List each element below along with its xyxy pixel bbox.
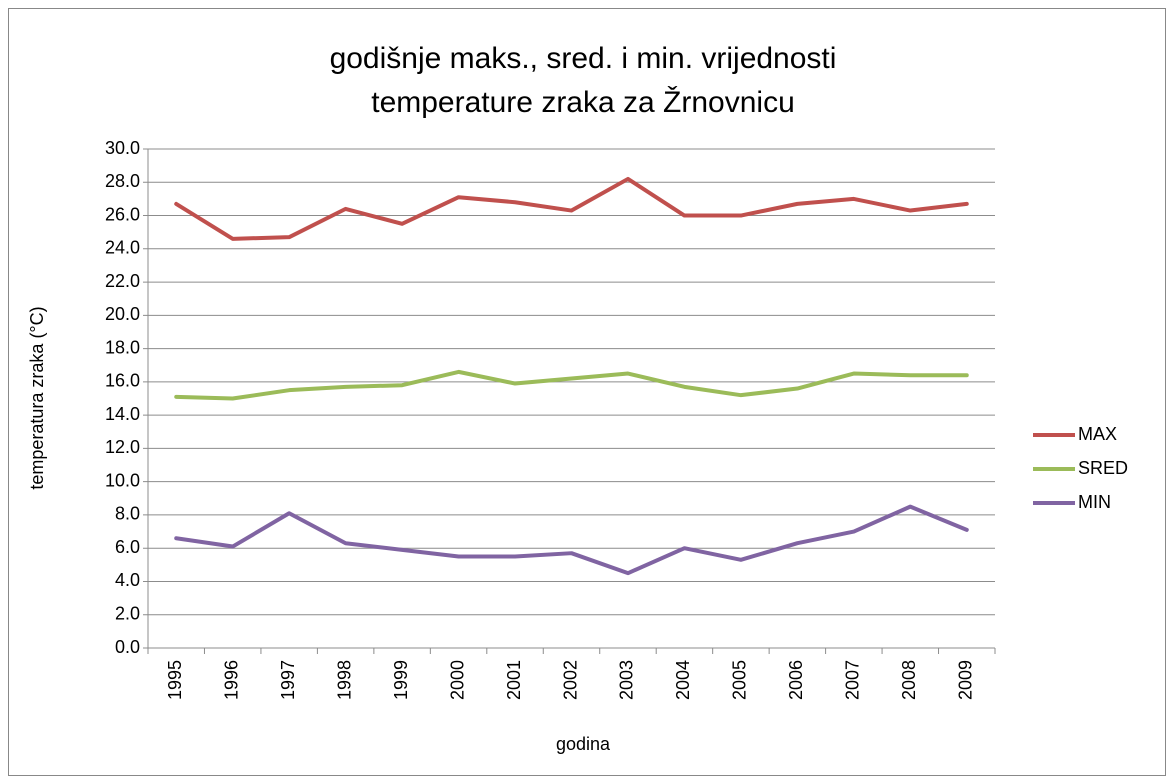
x-tick-label: 1997 bbox=[278, 660, 298, 700]
x-tick-label: 1996 bbox=[221, 660, 241, 700]
y-tick-label: 18.0 bbox=[105, 337, 140, 357]
x-tick-label: 2002 bbox=[560, 660, 580, 700]
legend-label: SRED bbox=[1078, 458, 1128, 478]
y-tick-label: 0.0 bbox=[115, 637, 140, 657]
x-axis-label: godina bbox=[556, 734, 611, 754]
y-tick-label: 12.0 bbox=[105, 437, 140, 457]
x-tick-label: 2006 bbox=[786, 660, 806, 700]
x-tick-label: 2004 bbox=[673, 660, 693, 700]
legend-label: MIN bbox=[1078, 492, 1111, 512]
y-tick-label: 22.0 bbox=[105, 271, 140, 291]
x-tick-label: 2009 bbox=[956, 660, 976, 700]
y-tick-label: 20.0 bbox=[105, 304, 140, 324]
chart-title: temperature zraka za Žrnovnicu bbox=[371, 86, 795, 119]
y-tick-label: 4.0 bbox=[115, 570, 140, 590]
y-axis-label: temperatura zraka (°C) bbox=[27, 306, 47, 489]
x-tick-label: 2008 bbox=[899, 660, 919, 700]
y-tick-label: 10.0 bbox=[105, 470, 140, 490]
y-tick-label: 30.0 bbox=[105, 138, 140, 158]
legend-label: MAX bbox=[1078, 424, 1117, 444]
y-tick-label: 16.0 bbox=[105, 371, 140, 391]
x-tick-label: 2001 bbox=[504, 660, 524, 700]
x-tick-label: 2003 bbox=[617, 660, 637, 700]
y-tick-label: 28.0 bbox=[105, 171, 140, 191]
x-tick-label: 1998 bbox=[334, 660, 354, 700]
y-tick-label: 6.0 bbox=[115, 537, 140, 557]
y-tick-label: 26.0 bbox=[105, 204, 140, 224]
x-tick-label: 2005 bbox=[730, 660, 750, 700]
series-line bbox=[174, 504, 969, 576]
series-line bbox=[174, 369, 969, 401]
chart-title: godišnje maks., sred. i min. vrijednosti bbox=[330, 42, 837, 75]
x-tick-label: 2000 bbox=[447, 660, 467, 700]
series-line bbox=[174, 176, 969, 241]
x-tick-label: 1999 bbox=[391, 660, 411, 700]
x-tick-label: 2007 bbox=[843, 660, 863, 700]
x-tick-label: 1995 bbox=[165, 660, 185, 700]
y-tick-label: 24.0 bbox=[105, 238, 140, 258]
y-tick-label: 14.0 bbox=[105, 404, 140, 424]
y-tick-label: 8.0 bbox=[115, 504, 140, 524]
y-tick-label: 2.0 bbox=[115, 603, 140, 623]
